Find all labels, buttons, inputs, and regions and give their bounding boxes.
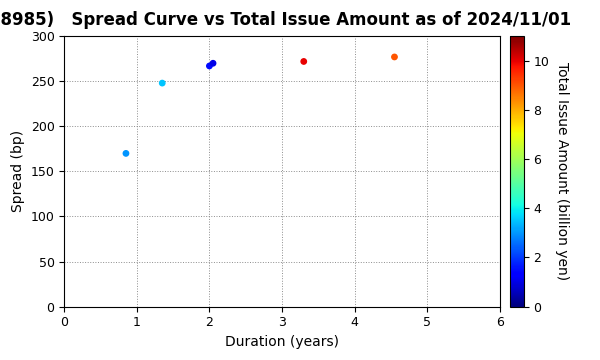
Point: [157, 80, 167, 86]
Point: [121, 150, 131, 156]
Title: (8985)   Spread Curve vs Total Issue Amount as of 2024/11/01: (8985) Spread Curve vs Total Issue Amoun…: [0, 11, 571, 29]
Point: [299, 59, 308, 64]
Y-axis label: Total Issue Amount (billion yen): Total Issue Amount (billion yen): [555, 62, 569, 280]
Point: [208, 60, 218, 66]
Y-axis label: Spread (bp): Spread (bp): [11, 130, 25, 212]
Point: [389, 54, 399, 60]
Point: [205, 63, 214, 69]
X-axis label: Duration (years): Duration (years): [225, 335, 339, 349]
